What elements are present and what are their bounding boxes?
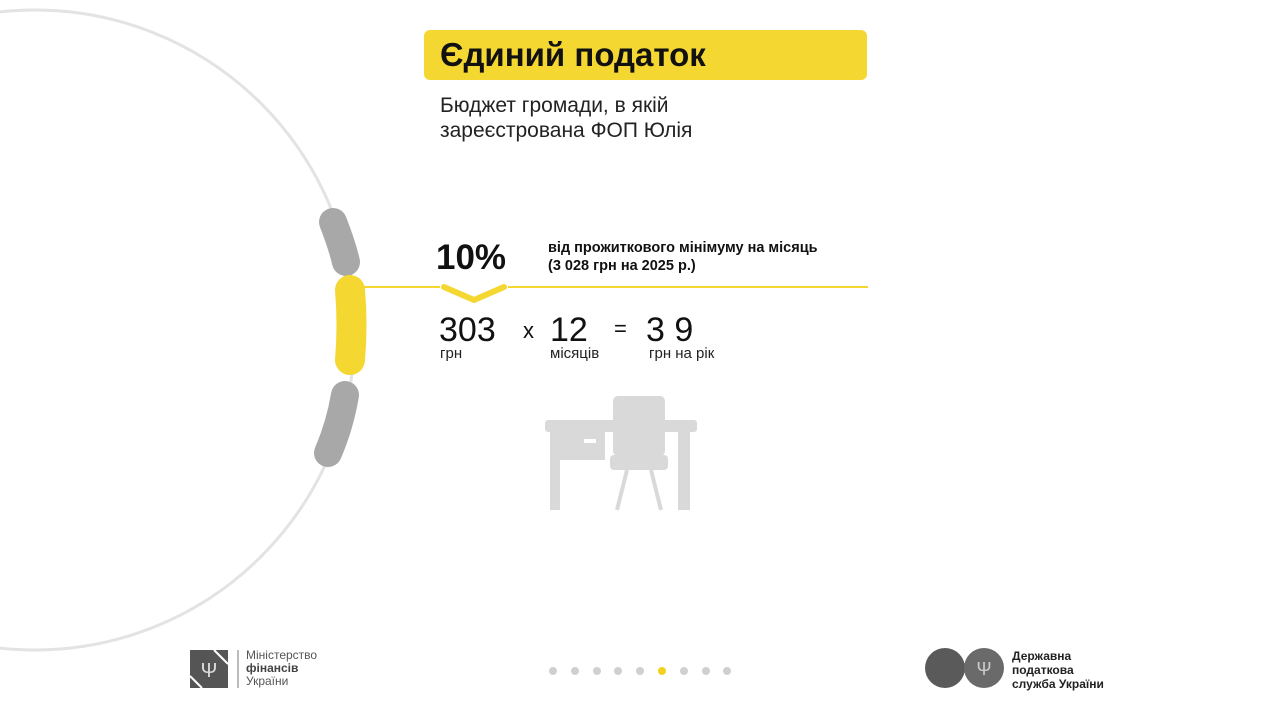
months-count: 12	[550, 311, 588, 349]
pagination-dot-5[interactable]	[636, 667, 645, 675]
arc-segment-active	[335, 275, 367, 375]
pagination-dot-9[interactable]	[723, 667, 732, 675]
tax-rate: 10%	[436, 238, 507, 277]
months-unit: місяців	[550, 345, 600, 362]
ministry-line: фінансів	[246, 661, 299, 675]
rate-description-line: (3 028 грн на 2025 р.)	[548, 258, 696, 274]
arc-segment-lower	[314, 381, 359, 467]
subtitle-line: Бюджет громади, в якій	[440, 94, 669, 117]
monthly-amount: 303	[439, 311, 496, 349]
rate-description: від прожиткового мінімуму на місяць (3 0…	[548, 239, 818, 275]
trident-icon: Ψ	[976, 659, 991, 679]
chevron-down-icon	[441, 284, 507, 303]
desk-chair-illustration	[545, 396, 697, 511]
title-banner	[424, 30, 867, 80]
trident-icon: Ψ	[201, 660, 218, 682]
ministry-name: Міністерство фінансів України	[246, 649, 317, 688]
pagination-dot-8[interactable]	[701, 667, 710, 675]
dps-name: Державна податкова служба України	[1012, 649, 1104, 691]
pagination-dot-7[interactable]	[679, 667, 688, 675]
dps-line: служба України	[1012, 677, 1104, 691]
ministry-logo: Ψ	[189, 649, 239, 689]
pagination-dot-2[interactable]	[570, 667, 579, 675]
equals-sign: =	[614, 316, 627, 341]
pagination-dot-1[interactable]	[549, 667, 557, 675]
subtitle-line: зареєстрована ФОП Юлія	[440, 119, 693, 142]
subtitle: Бюджет громади, в якій зареєстрована ФОП…	[440, 93, 840, 143]
dps-line: Державна	[1012, 649, 1072, 663]
ministry-line: України	[246, 674, 289, 688]
multiply-sign: x	[523, 318, 534, 343]
dps-line: податкова	[1012, 663, 1074, 677]
monthly-amount-unit: грн	[440, 345, 463, 362]
dps-logo: Ψ	[925, 648, 1004, 688]
arc-segment-upper	[319, 208, 360, 276]
yearly-amount: 3 9	[646, 311, 694, 349]
ministry-line: Міністерство	[246, 648, 318, 662]
yearly-amount-unit: грн на рік	[649, 345, 715, 362]
pagination-dot-6[interactable]	[658, 667, 666, 675]
pagination-dot-4[interactable]	[614, 667, 623, 675]
rate-description-line: від прожиткового мінімуму на місяць	[548, 240, 818, 256]
progress-arc	[0, 8, 357, 652]
page-title: Єдиний податок	[440, 36, 706, 73]
pagination-dot-3[interactable]	[592, 667, 601, 675]
